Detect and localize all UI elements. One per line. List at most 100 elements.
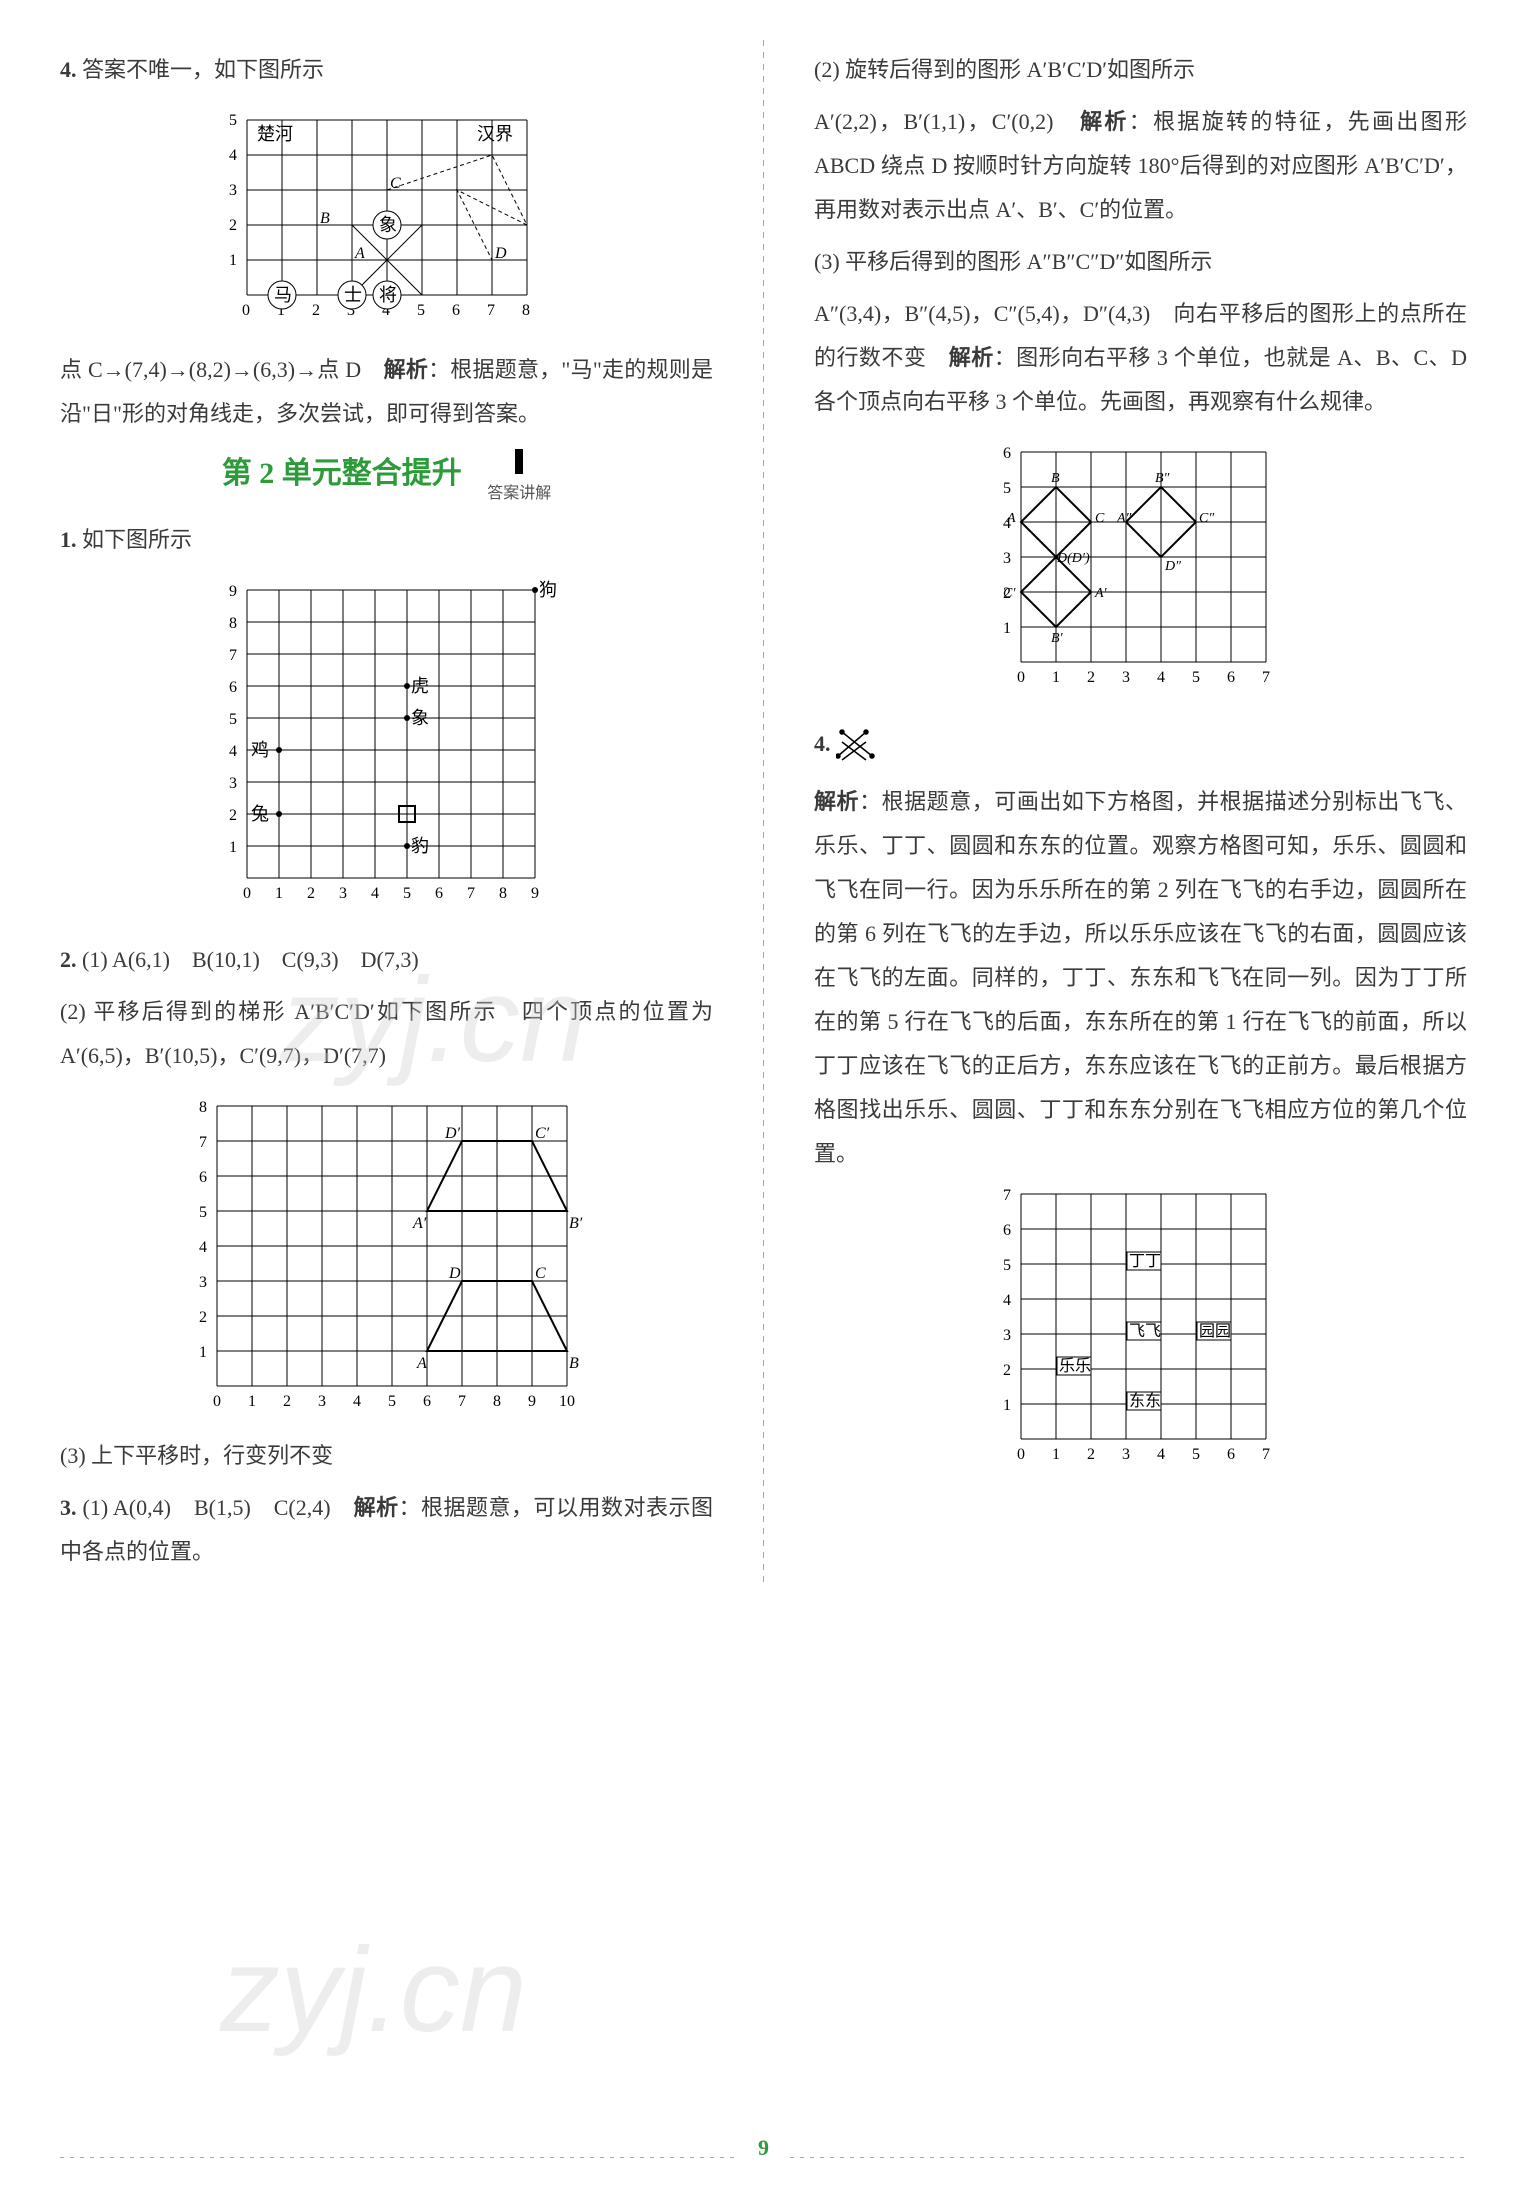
- q4-line: 4. 答案不唯一，如下图所示: [60, 48, 713, 92]
- svg-text:9: 9: [229, 583, 237, 600]
- svg-text:A: A: [1006, 511, 1016, 526]
- svg-text:2: 2: [1087, 1446, 1095, 1463]
- r-q4-head: 4.: [814, 720, 1467, 772]
- xiangqi-grid: 543 21 012 345 678 楚河 汉界 马 士 将 象 A B C D: [207, 100, 567, 340]
- svg-text:0: 0: [213, 1393, 221, 1410]
- svg-text:马: 马: [274, 285, 292, 305]
- svg-text:C: C: [1095, 511, 1105, 526]
- q2-1: 2. (1) A(6,1) B(10,1) C(9,3) D(7,3): [60, 938, 713, 982]
- rotate-grid: 6543 21 0123 4567 ABC D(D′) A′B′C′ A″B″C…: [981, 432, 1301, 712]
- svg-text:4: 4: [371, 885, 379, 902]
- r-q4-num: 4.: [814, 731, 831, 756]
- svg-text:B′: B′: [569, 1215, 583, 1232]
- q2-num: 2.: [60, 947, 77, 972]
- q2-1-text: (1) A(6,1) B(10,1) C(9,3) D(7,3): [77, 947, 419, 972]
- left-column: 4. 答案不唯一，如下图所示 5 4 3 2 1 0 1 2 3 4: [60, 40, 713, 1582]
- q1-num: 1.: [60, 527, 77, 552]
- svg-text:10: 10: [559, 1393, 575, 1410]
- svg-text:7: 7: [229, 647, 237, 664]
- qr-icon: [515, 449, 523, 474]
- r-p2-2: A′(2,2)，B′(1,1)，C′(0,2): [814, 109, 1053, 134]
- svg-text:D: D: [448, 1265, 461, 1282]
- qr-block: 答案讲解: [487, 446, 551, 510]
- animal-grid: 9876 5432 1 0123 4567 89 狗 虎 象 鸡 兔 豹: [207, 570, 567, 930]
- r-q4-analysis: 解析：根据题意，可画出如下方格图，并根据描述分别标出飞飞、乐乐、丁丁、圆圆和东东…: [814, 780, 1467, 1176]
- svg-text:1: 1: [229, 839, 237, 856]
- svg-text:C: C: [535, 1265, 546, 1282]
- svg-text:2: 2: [229, 217, 237, 234]
- svg-text:B: B: [1051, 471, 1060, 486]
- svg-text:6: 6: [229, 679, 237, 696]
- svg-text:虎: 虎: [411, 676, 429, 696]
- svg-text:C″: C″: [1199, 511, 1214, 526]
- svg-text:3: 3: [1122, 669, 1130, 686]
- r-q4-an: ：根据题意，可画出如下方格图，并根据描述分别标出飞飞、乐乐、丁丁、圆圆和东东的位…: [814, 789, 1467, 1166]
- svg-text:D: D: [494, 245, 507, 262]
- q3-1: (1) A(0,4) B(1,5) C(2,4): [77, 1495, 331, 1520]
- svg-text:3: 3: [318, 1393, 326, 1410]
- svg-text:7: 7: [1262, 1446, 1270, 1463]
- children-grid: 7654 321 0123 4567 丁丁 飞飞 园园 乐乐 东东: [981, 1184, 1301, 1484]
- q3-line: 3. (1) A(0,4) B(1,5) C(2,4) 解析：根据题意，可以用数…: [60, 1486, 713, 1574]
- svg-text:D′: D′: [444, 1125, 461, 1142]
- q3-num: 3.: [60, 1495, 77, 1520]
- svg-text:5: 5: [1003, 1257, 1011, 1274]
- svg-text:2: 2: [229, 807, 237, 824]
- r-p3-1: (3) 平移后得到的图形 A″B″C″D″如图所示: [814, 240, 1467, 284]
- svg-text:1: 1: [1052, 669, 1060, 686]
- svg-text:2: 2: [1003, 1362, 1011, 1379]
- svg-text:3: 3: [339, 885, 347, 902]
- svg-text:丁丁: 丁丁: [1129, 1253, 1161, 1270]
- svg-text:园园: 园园: [1199, 1323, 1231, 1340]
- svg-text:2: 2: [312, 302, 320, 319]
- svg-text:5: 5: [388, 1393, 396, 1410]
- svg-text:5: 5: [199, 1204, 207, 1221]
- svg-text:2: 2: [199, 1309, 207, 1326]
- column-divider: [763, 40, 764, 1582]
- svg-text:3: 3: [229, 182, 237, 199]
- r-p2-1: (2) 旋转后得到的图形 A′B′C′D′如图所示: [814, 48, 1467, 92]
- svg-text:4: 4: [1157, 1446, 1165, 1463]
- svg-text:0: 0: [1017, 669, 1025, 686]
- svg-text:8: 8: [522, 302, 530, 319]
- svg-text:5: 5: [1003, 480, 1011, 497]
- svg-text:6: 6: [435, 885, 443, 902]
- svg-text:6: 6: [1003, 1222, 1011, 1239]
- r-p2-an-lbl: 解析: [1080, 109, 1129, 134]
- svg-text:8: 8: [499, 885, 507, 902]
- svg-text:8: 8: [229, 615, 237, 632]
- r-q4-an-lbl: 解析: [814, 789, 859, 814]
- svg-text:7: 7: [199, 1134, 207, 1151]
- svg-text:东东: 东东: [1129, 1392, 1161, 1410]
- svg-text:狗: 狗: [539, 580, 557, 600]
- right-column: (2) 旋转后得到的图形 A′B′C′D′如图所示 A′(2,2)，B′(1,1…: [814, 40, 1467, 1582]
- svg-text:2: 2: [1087, 669, 1095, 686]
- svg-text:B′: B′: [1051, 631, 1064, 646]
- svg-text:0: 0: [242, 302, 250, 319]
- page-number: 9: [738, 2126, 789, 2170]
- svg-text:5: 5: [403, 885, 411, 902]
- q2-2: (2) 平移后得到的梯形 A′B′C′D′如下图所示 四个顶点的位置为 A′(6…: [60, 990, 713, 1078]
- svg-text:3: 3: [229, 775, 237, 792]
- svg-text:2: 2: [283, 1393, 291, 1410]
- svg-text:4: 4: [1157, 669, 1165, 686]
- svg-text:A′: A′: [1094, 586, 1108, 601]
- svg-text:6: 6: [199, 1169, 207, 1186]
- q4-path: 点 C→(7,4)→(8,2)→(6,3)→点 D: [60, 357, 361, 382]
- svg-text:6: 6: [423, 1393, 431, 1410]
- svg-text:1: 1: [275, 885, 283, 902]
- hanjie: 汉界: [477, 124, 513, 144]
- svg-text:4: 4: [199, 1239, 207, 1256]
- svg-text:C′: C′: [1003, 586, 1016, 601]
- svg-text:9: 9: [531, 885, 539, 902]
- svg-text:1: 1: [1052, 1446, 1060, 1463]
- r-p3-2-line: A″(3,4)，B″(4,5)，C″(5,4)，D″(4,3) 向右平移后的图形…: [814, 292, 1467, 424]
- q1-text: 如下图所示: [77, 527, 193, 552]
- svg-text:1: 1: [1003, 1397, 1011, 1414]
- trapezoid-grid: 8765 4321 0123 4567 8910 ABCD A′B′C′D′: [177, 1086, 597, 1426]
- svg-text:C: C: [390, 175, 401, 192]
- svg-text:2: 2: [307, 885, 315, 902]
- svg-text:5: 5: [1192, 1446, 1200, 1463]
- svg-text:0: 0: [1017, 1446, 1025, 1463]
- svg-text:0: 0: [243, 885, 251, 902]
